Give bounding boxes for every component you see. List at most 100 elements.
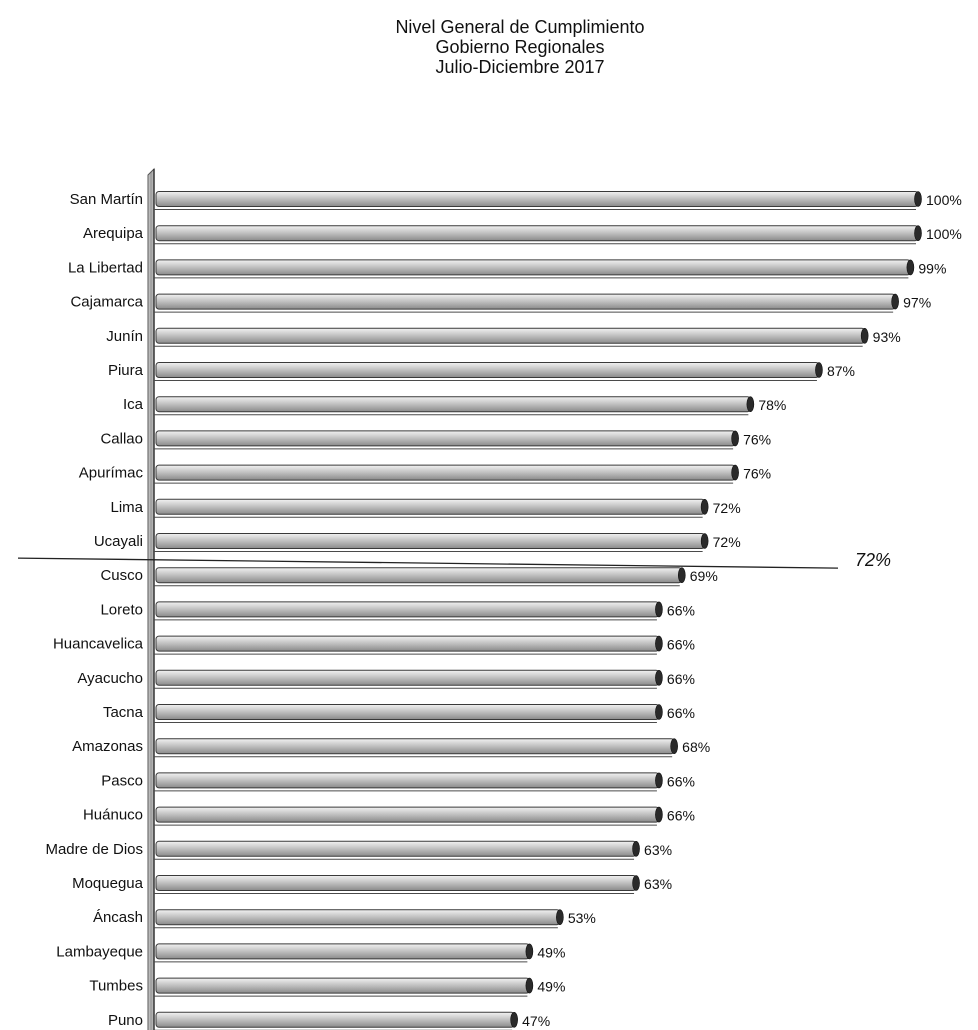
bar bbox=[155, 943, 530, 960]
bar bbox=[155, 738, 675, 755]
value-label: 47% bbox=[522, 1013, 550, 1029]
category-label: Junín bbox=[106, 328, 143, 345]
value-label: 53% bbox=[568, 910, 596, 926]
category-label: Arequipa bbox=[83, 225, 144, 242]
bar bbox=[155, 430, 736, 447]
bar bbox=[155, 601, 660, 618]
category-label: Apurímac bbox=[79, 465, 144, 482]
value-label: 76% bbox=[743, 431, 771, 447]
value-label: 49% bbox=[537, 979, 565, 995]
value-label: 100% bbox=[926, 226, 962, 242]
bar-end-cap bbox=[655, 669, 663, 686]
category-label: Ucayali bbox=[94, 533, 143, 550]
value-label: 87% bbox=[827, 363, 855, 379]
value-label: 63% bbox=[644, 876, 672, 892]
value-label: 100% bbox=[926, 192, 962, 208]
value-label: 72% bbox=[713, 500, 741, 516]
bar-end-cap bbox=[746, 396, 755, 413]
bar bbox=[155, 772, 660, 789]
value-label: 78% bbox=[758, 397, 786, 413]
bar-end-cap bbox=[914, 191, 922, 207]
chart-title-block: Nivel General de Cumplimiento Gobierno R… bbox=[0, 17, 978, 77]
bar-end-cap bbox=[556, 909, 564, 926]
value-label: 66% bbox=[667, 671, 695, 687]
bar bbox=[155, 464, 736, 481]
category-label: Ica bbox=[123, 396, 144, 413]
bar-end-cap bbox=[632, 840, 640, 857]
value-label: 99% bbox=[918, 260, 946, 276]
category-label: Lambayeque bbox=[56, 943, 143, 960]
axis-layer bbox=[147, 167, 155, 1030]
labels-layer: San Martín 100% Arequipa 100% La Libertad 99%… bbox=[45, 191, 961, 1029]
bar bbox=[155, 1011, 515, 1028]
category-label: Tacna bbox=[103, 704, 144, 721]
reference-layer: 72% bbox=[17, 550, 891, 570]
category-label: Loreto bbox=[100, 601, 143, 618]
bar-end-cap bbox=[891, 293, 899, 310]
value-label: 93% bbox=[873, 329, 901, 345]
bar bbox=[155, 977, 530, 994]
bar bbox=[155, 225, 919, 242]
value-label: 72% bbox=[713, 534, 741, 550]
bar bbox=[155, 327, 866, 344]
category-label: Cusco bbox=[100, 567, 143, 584]
value-label: 69% bbox=[690, 568, 718, 584]
value-label: 66% bbox=[667, 808, 695, 824]
bar-end-cap bbox=[655, 601, 663, 618]
bar-end-cap bbox=[731, 464, 739, 481]
bar bbox=[155, 259, 911, 276]
category-label: La Libertad bbox=[68, 259, 143, 276]
bar bbox=[155, 293, 896, 310]
bar-end-cap bbox=[655, 806, 663, 823]
category-label: Piura bbox=[108, 362, 144, 379]
axis-wall bbox=[147, 167, 155, 1030]
bar-end-cap bbox=[655, 704, 663, 720]
value-label: 49% bbox=[537, 944, 565, 960]
bar-end-cap bbox=[655, 635, 663, 652]
bar-end-cap bbox=[510, 1011, 518, 1028]
value-label: 76% bbox=[743, 466, 771, 482]
reference-line-label: 72% bbox=[855, 550, 891, 570]
bar-end-cap bbox=[815, 362, 823, 378]
category-label: Lima bbox=[110, 499, 143, 516]
bar bbox=[155, 567, 683, 584]
bar-end-cap bbox=[914, 225, 922, 241]
category-label: Ayacucho bbox=[77, 670, 143, 687]
bar bbox=[155, 396, 751, 413]
category-label: Huancavelica bbox=[53, 636, 144, 653]
bar bbox=[155, 840, 637, 857]
bar-end-cap bbox=[906, 259, 915, 276]
bar bbox=[155, 875, 637, 891]
bar-end-cap bbox=[525, 977, 534, 994]
value-label: 66% bbox=[667, 602, 695, 618]
category-label: Tumbes bbox=[89, 978, 143, 995]
chart-title: Nivel General de Cumplimiento bbox=[395, 17, 645, 37]
category-label: Amazonas bbox=[72, 738, 143, 755]
category-label: Puno bbox=[108, 1012, 143, 1029]
bar-end-cap bbox=[860, 327, 869, 344]
category-label: Cajamarca bbox=[70, 294, 143, 311]
bars-layer bbox=[154, 191, 922, 1030]
bar-end-cap bbox=[677, 567, 686, 584]
category-label: Pasco bbox=[101, 772, 143, 789]
bar bbox=[155, 806, 660, 823]
category-label: San Martín bbox=[70, 191, 143, 208]
bar bbox=[155, 635, 660, 652]
category-label: Huánuco bbox=[83, 807, 143, 824]
bar bbox=[155, 191, 919, 207]
reference-line bbox=[17, 557, 839, 569]
bar-end-cap bbox=[655, 772, 663, 789]
bar-end-cap bbox=[525, 943, 534, 960]
value-label: 68% bbox=[682, 739, 710, 755]
value-label: 66% bbox=[667, 637, 695, 653]
bar-end-cap bbox=[632, 875, 640, 891]
bar-end-cap bbox=[700, 533, 709, 549]
bar bbox=[155, 704, 660, 720]
bar bbox=[155, 498, 706, 515]
value-label: 63% bbox=[644, 842, 672, 858]
category-label: Callao bbox=[100, 430, 143, 447]
value-label: 66% bbox=[667, 705, 695, 721]
bar bbox=[155, 669, 660, 686]
bar bbox=[155, 909, 561, 926]
